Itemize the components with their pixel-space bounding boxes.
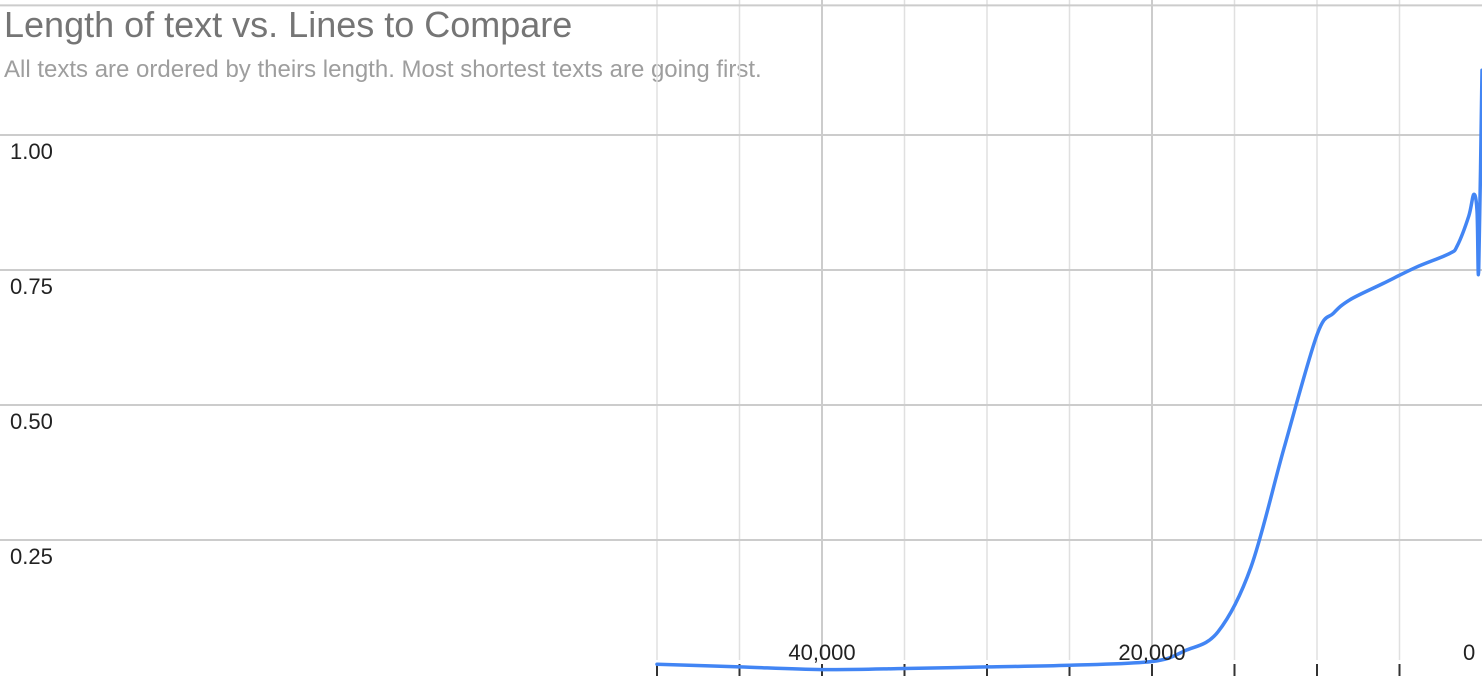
chart-title: Length of text vs. Lines to Compare <box>4 4 573 45</box>
x-tick-label: 0 <box>1463 640 1475 665</box>
x-tick-label: 40,000 <box>788 640 855 665</box>
x-tick-label: 20,000 <box>1118 640 1185 665</box>
y-tick-label: 0.75 <box>10 274 53 299</box>
y-tick-label: 1.00 <box>10 139 53 164</box>
chart-subtitle: All texts are ordered by theirs length. … <box>4 56 762 83</box>
y-tick-label: 0.25 <box>10 544 53 569</box>
series-line <box>655 68 1482 672</box>
y-tick-label: 0.50 <box>10 409 53 434</box>
